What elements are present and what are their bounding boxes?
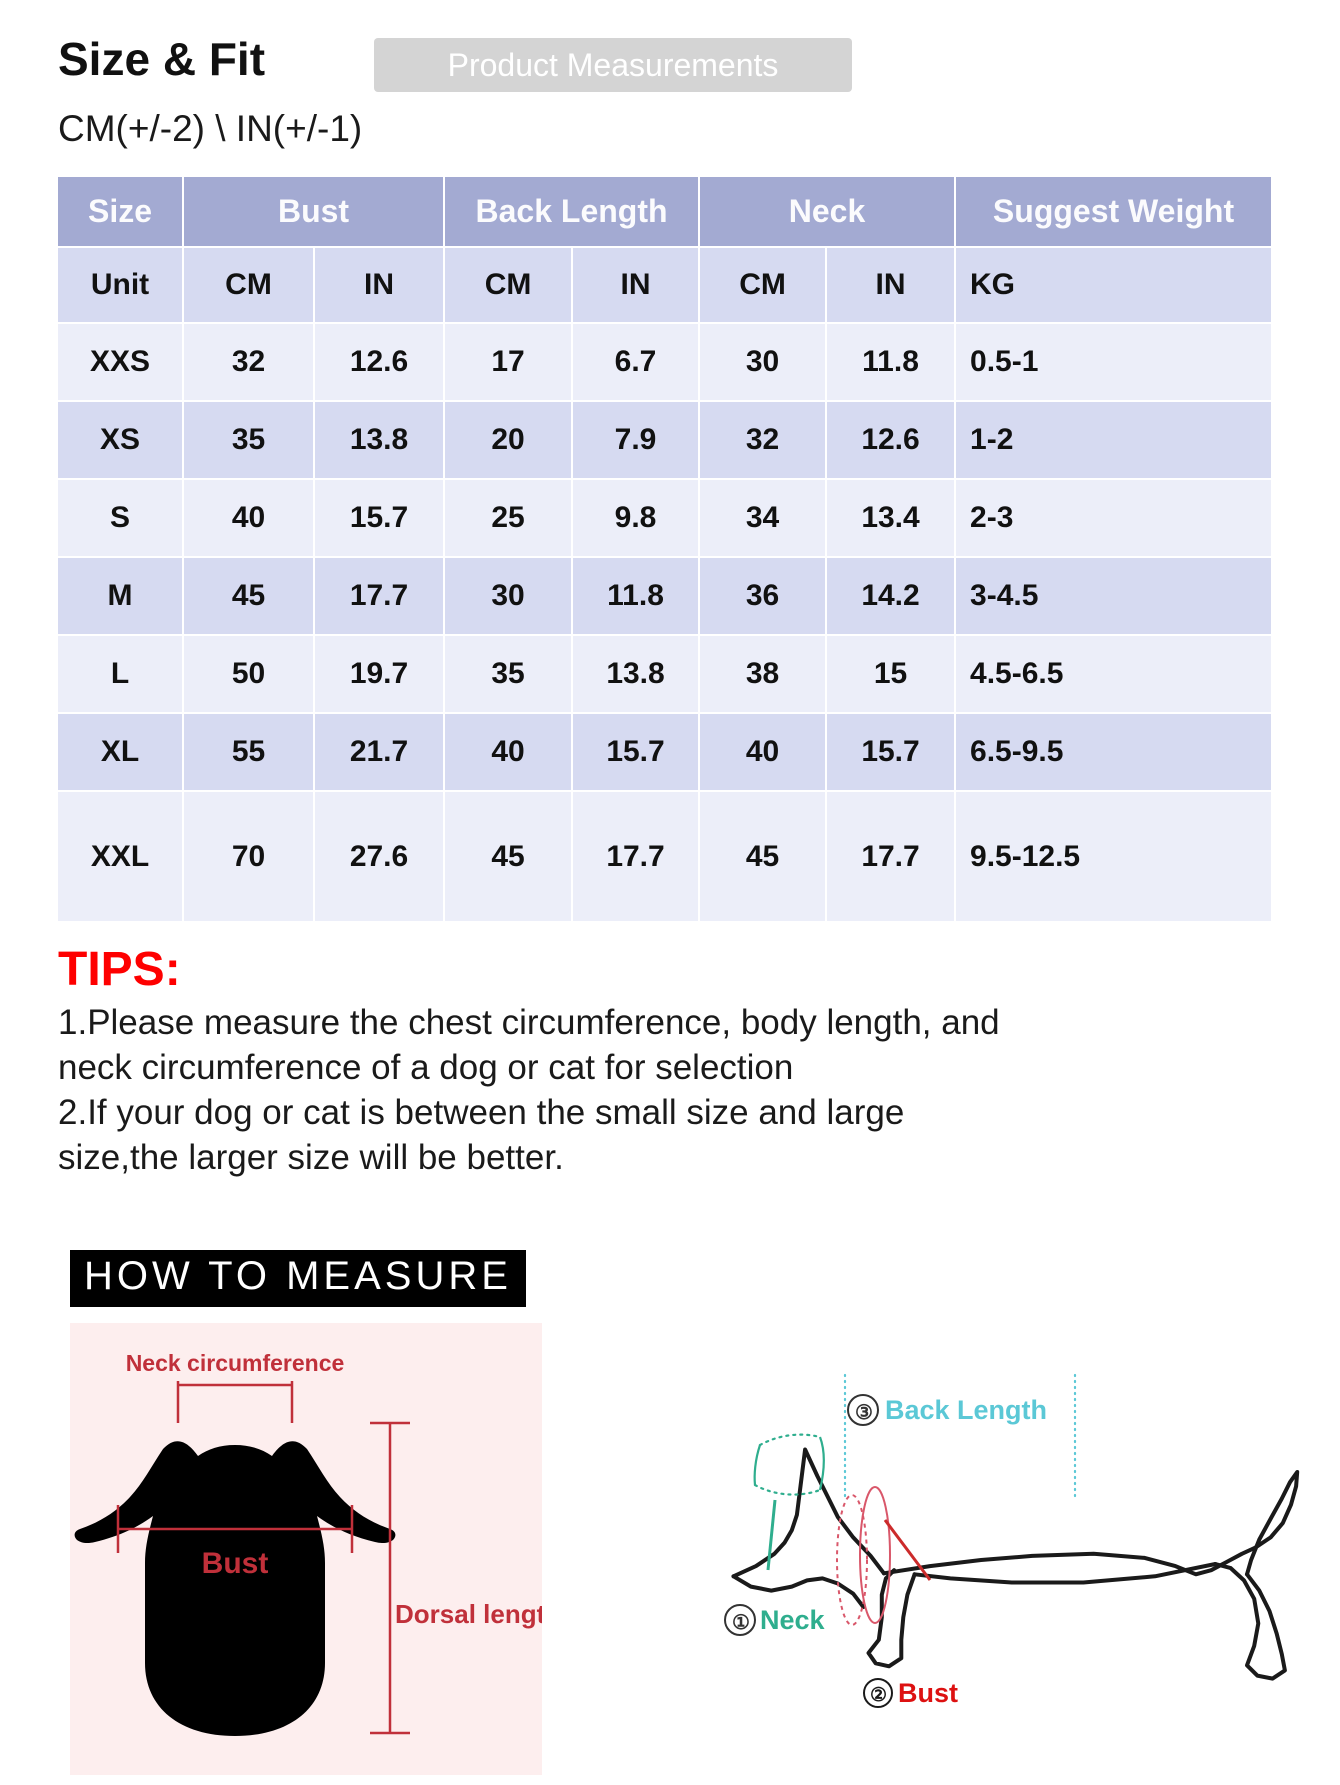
svg-text:Bust: Bust [202,1547,269,1580]
svg-text:①: ① [732,1612,750,1634]
svg-text:Neck circumference: Neck circumference [126,1350,345,1376]
svg-text:Bust: Bust [898,1678,958,1708]
svg-text:②: ② [870,1685,887,1706]
svg-text:Dorsal length: Dorsal length [395,1599,542,1629]
svg-text:③: ③ [855,1402,873,1424]
svg-text:Neck: Neck [760,1605,826,1635]
svg-text:Back Length: Back Length [885,1395,1047,1425]
